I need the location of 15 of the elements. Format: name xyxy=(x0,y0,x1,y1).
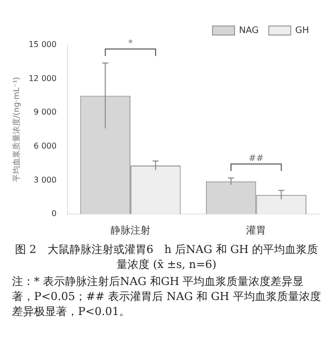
legend-label: NAG xyxy=(239,26,259,36)
x-tick-label: 灌胃 xyxy=(246,224,266,237)
annotation: * xyxy=(128,38,134,49)
text: 注：* 表示静脉注射后NAG 和GH 平均血浆质量浓度差异显著，P<0.05；## 表示灌胃后 NAG 和 GH 平均血浆质量浓度差异极显著，P<0.01。 xyxy=(12,274,321,319)
legend-label: GH xyxy=(295,26,310,36)
y-tick-label: 12 000 xyxy=(28,74,57,83)
y-axis-title: 平均血浆质量浓度/(ng·mL⁻¹) xyxy=(12,76,21,182)
y-tick-label: 15 000 xyxy=(28,40,57,50)
x-tick-label: 静脉注射 xyxy=(110,224,150,237)
y-tick-label: 6 000 xyxy=(34,141,57,150)
y-tick-label: 0 xyxy=(52,209,57,218)
y-tick-label: 3 000 xyxy=(34,175,57,184)
annotation: ## xyxy=(248,154,264,164)
text: 图 2 大鼠静脉注射或灌胃6 h 后NAG 和 GH 的平均血浆质量浓度 (x̄ ±s, n=6) xyxy=(14,242,320,272)
y-tick-label: 9 000 xyxy=(34,108,57,117)
